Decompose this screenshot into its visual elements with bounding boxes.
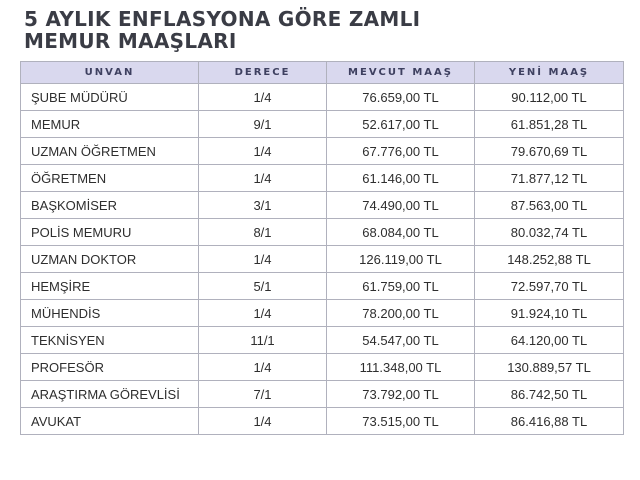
cell-current-salary: 68.084,00 TL (326, 218, 475, 246)
column-header-new-salary: YENİ MAAŞ (474, 61, 624, 84)
table-body: ŞUBE MÜDÜRÜ 1/4 76.659,00 TL 90.112,00 T… (20, 83, 624, 435)
cell-new-salary: 64.120,00 TL (474, 326, 624, 354)
cell-grade: 5/1 (198, 272, 327, 300)
cell-title: TEKNİSYEN (20, 326, 199, 354)
column-header-grade: DERECE (198, 61, 327, 84)
cell-new-salary: 87.563,00 TL (474, 191, 624, 219)
table-row: UZMAN ÖĞRETMEN 1/4 67.776,00 TL 79.670,6… (20, 137, 624, 165)
cell-title: BAŞKOMİSER (20, 191, 199, 219)
cell-new-salary: 148.252,88 TL (474, 245, 624, 273)
cell-new-salary: 90.112,00 TL (474, 83, 624, 111)
cell-grade: 1/4 (198, 245, 327, 273)
table-row: ÖĞRETMEN 1/4 61.146,00 TL 71.877,12 TL (20, 164, 624, 192)
cell-new-salary: 61.851,28 TL (474, 110, 624, 138)
cell-grade: 1/4 (198, 353, 327, 381)
cell-new-salary: 80.032,74 TL (474, 218, 624, 246)
cell-grade: 11/1 (198, 326, 327, 354)
table-row: UZMAN DOKTOR 1/4 126.119,00 TL 148.252,8… (20, 245, 624, 273)
cell-current-salary: 126.119,00 TL (326, 245, 475, 273)
column-header-current-salary: MEVCUT MAAŞ (326, 61, 475, 84)
salary-table: UNVAN DERECE MEVCUT MAAŞ YENİ MAAŞ ŞUBE … (20, 61, 624, 435)
cell-grade: 1/4 (198, 137, 327, 165)
table-row: ARAŞTIRMA GÖREVLİSİ 7/1 73.792,00 TL 86.… (20, 380, 624, 408)
cell-grade: 9/1 (198, 110, 327, 138)
table-row: ŞUBE MÜDÜRÜ 1/4 76.659,00 TL 90.112,00 T… (20, 83, 624, 111)
cell-new-salary: 86.742,50 TL (474, 380, 624, 408)
table-header: UNVAN DERECE MEVCUT MAAŞ YENİ MAAŞ (20, 61, 624, 84)
cell-title: PROFESÖR (20, 353, 199, 381)
page-title: 5 AYLIK ENFLASYONA GÖRE ZAMLI MEMUR MAAŞ… (24, 8, 420, 52)
table-row: MEMUR 9/1 52.617,00 TL 61.851,28 TL (20, 110, 624, 138)
table-row: BAŞKOMİSER 3/1 74.490,00 TL 87.563,00 TL (20, 191, 624, 219)
cell-current-salary: 54.547,00 TL (326, 326, 475, 354)
cell-current-salary: 61.759,00 TL (326, 272, 475, 300)
cell-current-salary: 78.200,00 TL (326, 299, 475, 327)
table-row: PROFESÖR 1/4 111.348,00 TL 130.889,57 TL (20, 353, 624, 381)
cell-current-salary: 52.617,00 TL (326, 110, 475, 138)
cell-new-salary: 130.889,57 TL (474, 353, 624, 381)
cell-title: MEMUR (20, 110, 199, 138)
page-title-line-1: 5 AYLIK ENFLASYONA GÖRE ZAMLI (24, 7, 421, 31)
table-row: HEMŞİRE 5/1 61.759,00 TL 72.597,70 TL (20, 272, 624, 300)
cell-grade: 1/4 (198, 83, 327, 111)
table-row: MÜHENDİS 1/4 78.200,00 TL 91.924,10 TL (20, 299, 624, 327)
cell-title: MÜHENDİS (20, 299, 199, 327)
table-row: AVUKAT 1/4 73.515,00 TL 86.416,88 TL (20, 407, 624, 435)
cell-new-salary: 72.597,70 TL (474, 272, 624, 300)
cell-title: ÖĞRETMEN (20, 164, 199, 192)
cell-grade: 8/1 (198, 218, 327, 246)
cell-grade: 1/4 (198, 299, 327, 327)
cell-new-salary: 79.670,69 TL (474, 137, 624, 165)
cell-title: UZMAN ÖĞRETMEN (20, 137, 199, 165)
cell-current-salary: 61.146,00 TL (326, 164, 475, 192)
cell-current-salary: 73.792,00 TL (326, 380, 475, 408)
cell-title: ARAŞTIRMA GÖREVLİSİ (20, 380, 199, 408)
page-title-line-2: MEMUR MAAŞLARI (24, 29, 237, 53)
cell-grade: 1/4 (198, 164, 327, 192)
cell-grade: 7/1 (198, 380, 327, 408)
cell-current-salary: 67.776,00 TL (326, 137, 475, 165)
cell-title: POLİS MEMURU (20, 218, 199, 246)
cell-new-salary: 91.924,10 TL (474, 299, 624, 327)
cell-new-salary: 86.416,88 TL (474, 407, 624, 435)
cell-title: HEMŞİRE (20, 272, 199, 300)
cell-grade: 3/1 (198, 191, 327, 219)
cell-grade: 1/4 (198, 407, 327, 435)
cell-current-salary: 74.490,00 TL (326, 191, 475, 219)
cell-current-salary: 76.659,00 TL (326, 83, 475, 111)
cell-title: ŞUBE MÜDÜRÜ (20, 83, 199, 111)
table-row: POLİS MEMURU 8/1 68.084,00 TL 80.032,74 … (20, 218, 624, 246)
cell-new-salary: 71.877,12 TL (474, 164, 624, 192)
cell-current-salary: 111.348,00 TL (326, 353, 475, 381)
cell-current-salary: 73.515,00 TL (326, 407, 475, 435)
table-row: TEKNİSYEN 11/1 54.547,00 TL 64.120,00 TL (20, 326, 624, 354)
column-header-title: UNVAN (20, 61, 199, 84)
cell-title: AVUKAT (20, 407, 199, 435)
cell-title: UZMAN DOKTOR (20, 245, 199, 273)
table-header-row: UNVAN DERECE MEVCUT MAAŞ YENİ MAAŞ (20, 61, 624, 84)
